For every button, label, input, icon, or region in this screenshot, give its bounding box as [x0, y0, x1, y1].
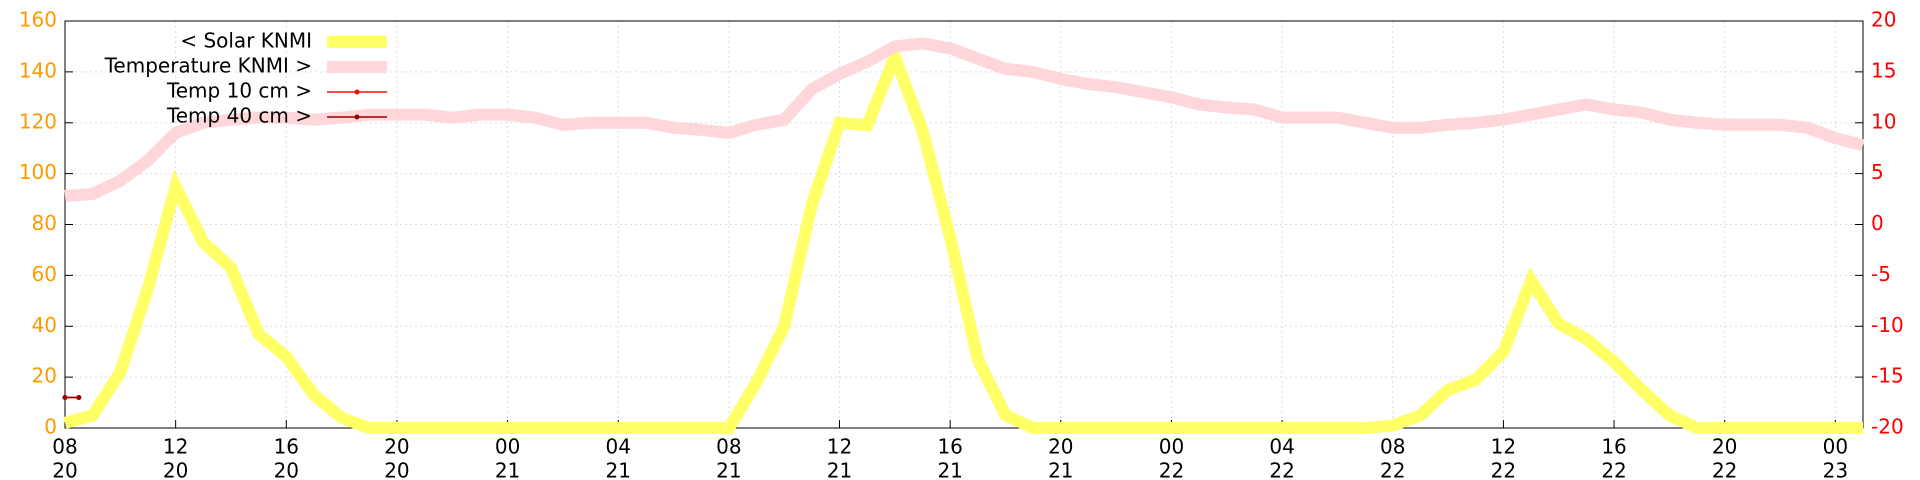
- series-line: [63, 40, 1863, 434]
- legend-label: Temp 40 cm >: [166, 104, 312, 128]
- legend-label: Temperature KNMI >: [104, 54, 312, 78]
- series-line: [64, 37, 1865, 202]
- x-tick-day: 22: [1159, 459, 1184, 480]
- y-tick-label: 80: [32, 211, 57, 235]
- y-tick-label: 40: [32, 313, 57, 337]
- x-tick-day: 21: [716, 459, 741, 480]
- y-tick-label: 120: [19, 109, 57, 133]
- x-tick-label: 16: [1601, 435, 1626, 459]
- x-tick-day: 22: [1491, 459, 1516, 480]
- y2-tick-label: -15: [1871, 364, 1904, 388]
- x-tick-label: 12: [1491, 435, 1516, 459]
- x-tick-day: 22: [1380, 459, 1405, 480]
- y-tick-label: 60: [32, 262, 57, 286]
- x-tick-label: 08: [716, 435, 741, 459]
- y-tick-label: 0: [44, 415, 57, 439]
- y2-tick-label: 15: [1871, 58, 1896, 82]
- y-tick-label: 160: [19, 8, 57, 32]
- x-tick-day: 23: [1823, 459, 1848, 480]
- y2-tick-label: 5: [1871, 160, 1884, 184]
- y2-tick-label: 0: [1871, 211, 1884, 235]
- x-tick-day: 21: [827, 459, 852, 480]
- x-tick-day: 21: [606, 459, 631, 480]
- y2-tick-label: -10: [1871, 313, 1904, 337]
- x-tick-label: 20: [384, 435, 409, 459]
- x-tick-label: 20: [1048, 435, 1073, 459]
- x-tick-day: 20: [274, 459, 299, 480]
- x-tick-label: 08: [1380, 435, 1405, 459]
- y2-tick-label: 10: [1871, 109, 1896, 133]
- legend-label: < Solar KNMI: [180, 29, 312, 53]
- y-tick-label: 100: [19, 160, 57, 184]
- x-tick-day: 20: [384, 459, 409, 480]
- x-tick-day: 21: [495, 459, 520, 480]
- x-tick-day: 22: [1712, 459, 1737, 480]
- x-tick-day: 22: [1269, 459, 1294, 480]
- y-tick-label: 20: [32, 364, 57, 388]
- legend-point: [354, 89, 360, 95]
- legend-point: [354, 114, 360, 120]
- legend-label: Temp 10 cm >: [166, 79, 312, 103]
- x-tick-label: 04: [606, 435, 631, 459]
- x-tick-label: 16: [274, 435, 299, 459]
- x-tick-day: 22: [1601, 459, 1626, 480]
- x-tick-label: 12: [827, 435, 852, 459]
- x-tick-label: 00: [495, 435, 520, 459]
- x-tick-day: 21: [1048, 459, 1073, 480]
- x-tick-label: 04: [1269, 435, 1294, 459]
- data-point: [76, 394, 82, 400]
- x-tick-label: 16: [937, 435, 962, 459]
- y2-tick-label: -20: [1871, 415, 1904, 439]
- x-tick-label: 20: [1712, 435, 1737, 459]
- data-point: [62, 394, 68, 400]
- x-tick-label: 12: [163, 435, 188, 459]
- x-tick-day: 21: [937, 459, 962, 480]
- y2-tick-label: -5: [1871, 262, 1891, 286]
- plot-frame: [64, 20, 1864, 429]
- y-tick-label: 140: [19, 58, 57, 82]
- x-tick-label: 00: [1823, 435, 1848, 459]
- x-tick-label: 00: [1159, 435, 1184, 459]
- y2-tick-label: 20: [1871, 8, 1896, 32]
- x-tick-label: 08: [52, 435, 77, 459]
- x-tick-day: 20: [52, 459, 77, 480]
- x-tick-day: 20: [163, 459, 188, 480]
